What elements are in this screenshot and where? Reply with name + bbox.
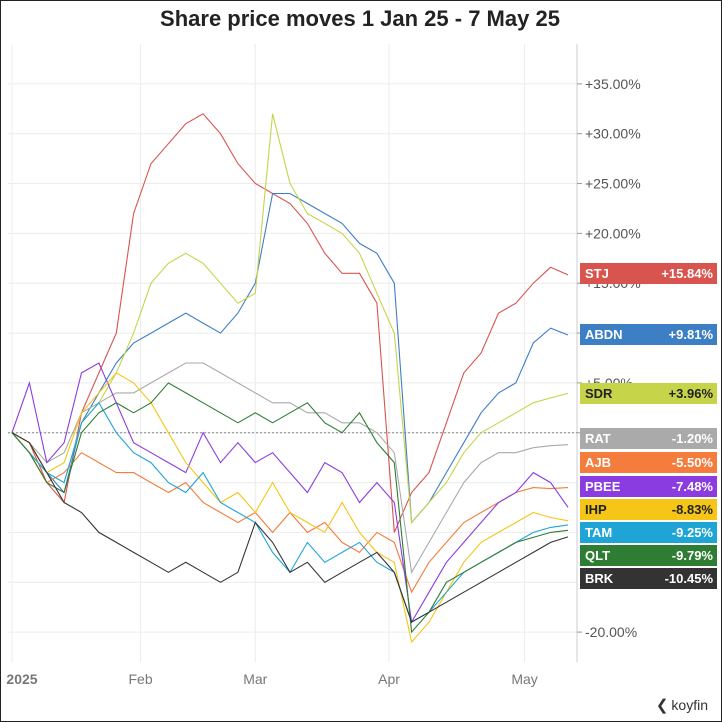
koyfin-logo-icon: ❮: [655, 697, 669, 714]
koyfin-brand-text: koyfin: [671, 697, 708, 713]
series-line-qlt: [11, 382, 569, 634]
end-label-box: [580, 499, 717, 520]
end-label-name: IHP: [585, 502, 607, 517]
end-label-name: SDR: [585, 386, 613, 401]
end-label-value: -5.50%: [672, 455, 714, 470]
end-label-value: -9.25%: [672, 525, 714, 540]
series-line-pbee: [11, 362, 569, 624]
end-label-pbee: PBEE -7.48%: [580, 476, 717, 497]
x-tick-label: Mar: [243, 671, 267, 687]
end-label-value: -8.83%: [672, 502, 714, 517]
y-tick-label: +35.00%: [585, 76, 641, 92]
end-label-value: -1.20%: [672, 431, 714, 446]
end-label-box: [580, 522, 717, 543]
end-label-name: PBEE: [585, 479, 621, 494]
series-lines: [11, 113, 569, 644]
end-label-value: -7.48%: [672, 479, 714, 494]
end-label-abdn: ABDN +9.81%: [580, 324, 717, 345]
x-tick-label: Feb: [129, 671, 153, 687]
end-label-box: [580, 476, 717, 497]
grid: [8, 44, 578, 662]
end-label-box: [580, 452, 717, 473]
x-tick-label: Apr: [378, 671, 400, 687]
end-label-box: [580, 263, 717, 284]
series-line-stj: [11, 113, 569, 533]
x-tick-label: May: [511, 671, 537, 687]
x-tick-label: 2025: [6, 671, 37, 687]
end-label-name: RAT: [585, 431, 611, 446]
end-label-value: -10.45%: [665, 571, 714, 586]
end-label-box: [580, 428, 717, 449]
koyfin-logo[interactable]: ❮ koyfin: [656, 696, 708, 714]
x-axis-ticks: 2025 Feb Mar Apr May: [6, 671, 537, 687]
end-label-name: AJB: [585, 455, 611, 470]
end-label-box: [580, 568, 717, 589]
end-label-box: [580, 545, 717, 566]
end-label-qlt: QLT -9.79%: [580, 545, 717, 566]
y-tick-label: +25.00%: [585, 176, 641, 192]
end-label-name: ABDN: [585, 327, 623, 342]
chart-title: Share price moves 1 Jan 25 - 7 May 25: [160, 6, 560, 31]
end-label-ihp: IHP -8.83%: [580, 499, 717, 520]
end-label-stj: STJ +15.84%: [580, 263, 717, 284]
series-line-abdn: [11, 192, 569, 524]
end-label-tam: TAM -9.25%: [580, 522, 717, 543]
end-label-name: BRK: [585, 571, 614, 586]
end-label-name: QLT: [585, 548, 610, 563]
end-label-value: +15.84%: [661, 266, 713, 281]
end-label-value: -9.79%: [672, 548, 714, 563]
series-line-rat: [11, 362, 569, 574]
end-label-name: STJ: [585, 266, 609, 281]
end-label-brk: BRK -10.45%: [580, 568, 717, 589]
y-tick-label: +30.00%: [585, 126, 641, 142]
end-label-value: +9.81%: [669, 327, 714, 342]
y-tick-label: +20.00%: [585, 225, 641, 241]
end-label-box: [580, 324, 717, 345]
series-line-brk: [11, 432, 569, 623]
y-tick-label: -20.00%: [585, 624, 637, 640]
series-end-labels: STJ +15.84% ABDN +9.81% SDR +3.96% RAT -1.20% AJ…: [580, 263, 717, 589]
series-line-sdr: [11, 113, 569, 524]
end-label-box: [580, 383, 717, 404]
end-label-name: TAM: [585, 525, 612, 540]
end-label-rat: RAT -1.20%: [580, 428, 717, 449]
end-label-value: +3.96%: [669, 386, 714, 401]
end-label-ajb: AJB -5.50%: [580, 452, 717, 473]
end-label-sdr: SDR +3.96%: [580, 383, 717, 404]
series-line-ihp: [11, 372, 569, 644]
